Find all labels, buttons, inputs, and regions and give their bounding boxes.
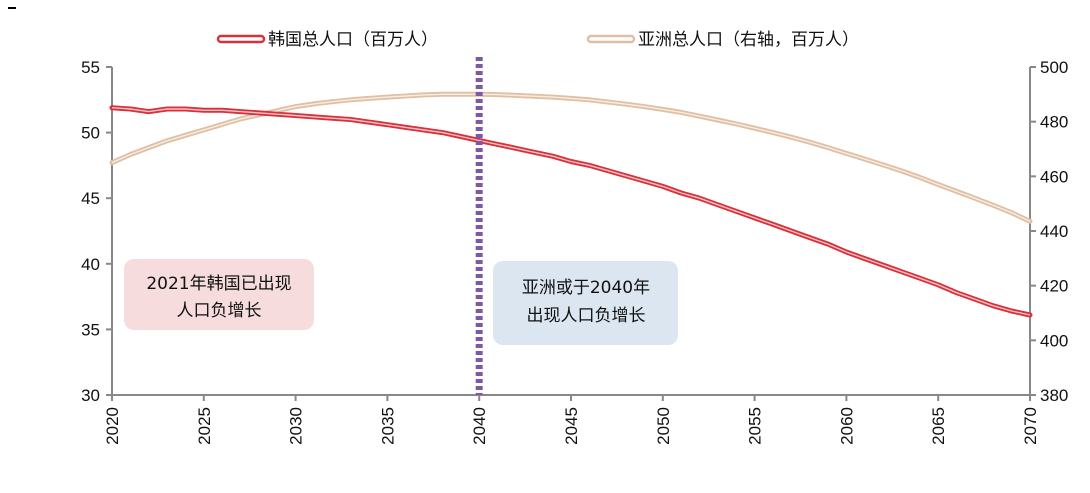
legend: 韩国总人口（百万人） 亚洲总人口（右轴，百万人） xyxy=(216,30,859,50)
annotation-korea-box xyxy=(124,259,314,330)
right-tick-label: 400 xyxy=(1040,331,1068,350)
left-tick-label: 35 xyxy=(81,320,100,339)
legend-label-asia: 亚洲总人口（右轴，百万人） xyxy=(638,30,859,50)
x-axis-ticks: 2020 2025 2030 2035 2040 2045 2050 2055 2060 2065… xyxy=(103,395,1040,445)
right-tick-label: 380 xyxy=(1040,386,1068,405)
right-tick-label: 480 xyxy=(1040,113,1068,132)
left-tick-label: 50 xyxy=(81,124,100,143)
x-tick-label: 2045 xyxy=(562,407,581,445)
x-tick-label: 2050 xyxy=(654,407,673,445)
left-tick-label: 40 xyxy=(81,255,100,274)
right-tick-label: 460 xyxy=(1040,167,1068,186)
right-tick-label: 500 xyxy=(1040,58,1068,77)
x-tick-label: 2020 xyxy=(103,407,122,445)
annotation-korea-line2: 人口负增长 xyxy=(177,301,262,321)
annotation-asia: 亚洲或于2040年 出现人口负增长 xyxy=(493,261,678,345)
x-tick-label: 2030 xyxy=(287,407,306,445)
left-tick-label: 30 xyxy=(81,386,100,405)
left-tick-label: 55 xyxy=(81,58,100,77)
annotation-korea: 2021年韩国已出现 人口负增长 xyxy=(124,259,314,330)
x-tick-label: 2035 xyxy=(378,407,397,445)
annotation-asia-line1: 亚洲或于2040年 xyxy=(522,278,650,298)
x-tick-label: 2055 xyxy=(746,407,765,445)
right-tick-label: 440 xyxy=(1040,222,1068,241)
annotation-asia-line2: 出现人口负增长 xyxy=(527,306,646,326)
right-axis-ticks: 500 480 460 440 420 400 380 xyxy=(1030,58,1068,405)
x-tick-label: 2060 xyxy=(837,407,856,445)
x-tick-label: 2065 xyxy=(929,407,948,445)
left-axis-ticks: 55 50 45 40 35 30 xyxy=(81,58,112,405)
x-tick-label: 2040 xyxy=(470,407,489,445)
series-line-korea-highlight xyxy=(111,107,1031,316)
left-tick-label: 45 xyxy=(81,189,100,208)
x-tick-label: 2070 xyxy=(1021,407,1040,445)
annotation-korea-line1: 2021年韩国已出现 xyxy=(146,274,291,294)
right-tick-label: 420 xyxy=(1040,277,1068,296)
legend-swatch-korea xyxy=(216,34,266,44)
legend-label-korea: 韩国总人口（百万人） xyxy=(268,30,438,50)
legend-swatch-asia xyxy=(586,34,636,44)
x-tick-label: 2025 xyxy=(195,407,214,445)
annotation-asia-box xyxy=(493,261,678,345)
